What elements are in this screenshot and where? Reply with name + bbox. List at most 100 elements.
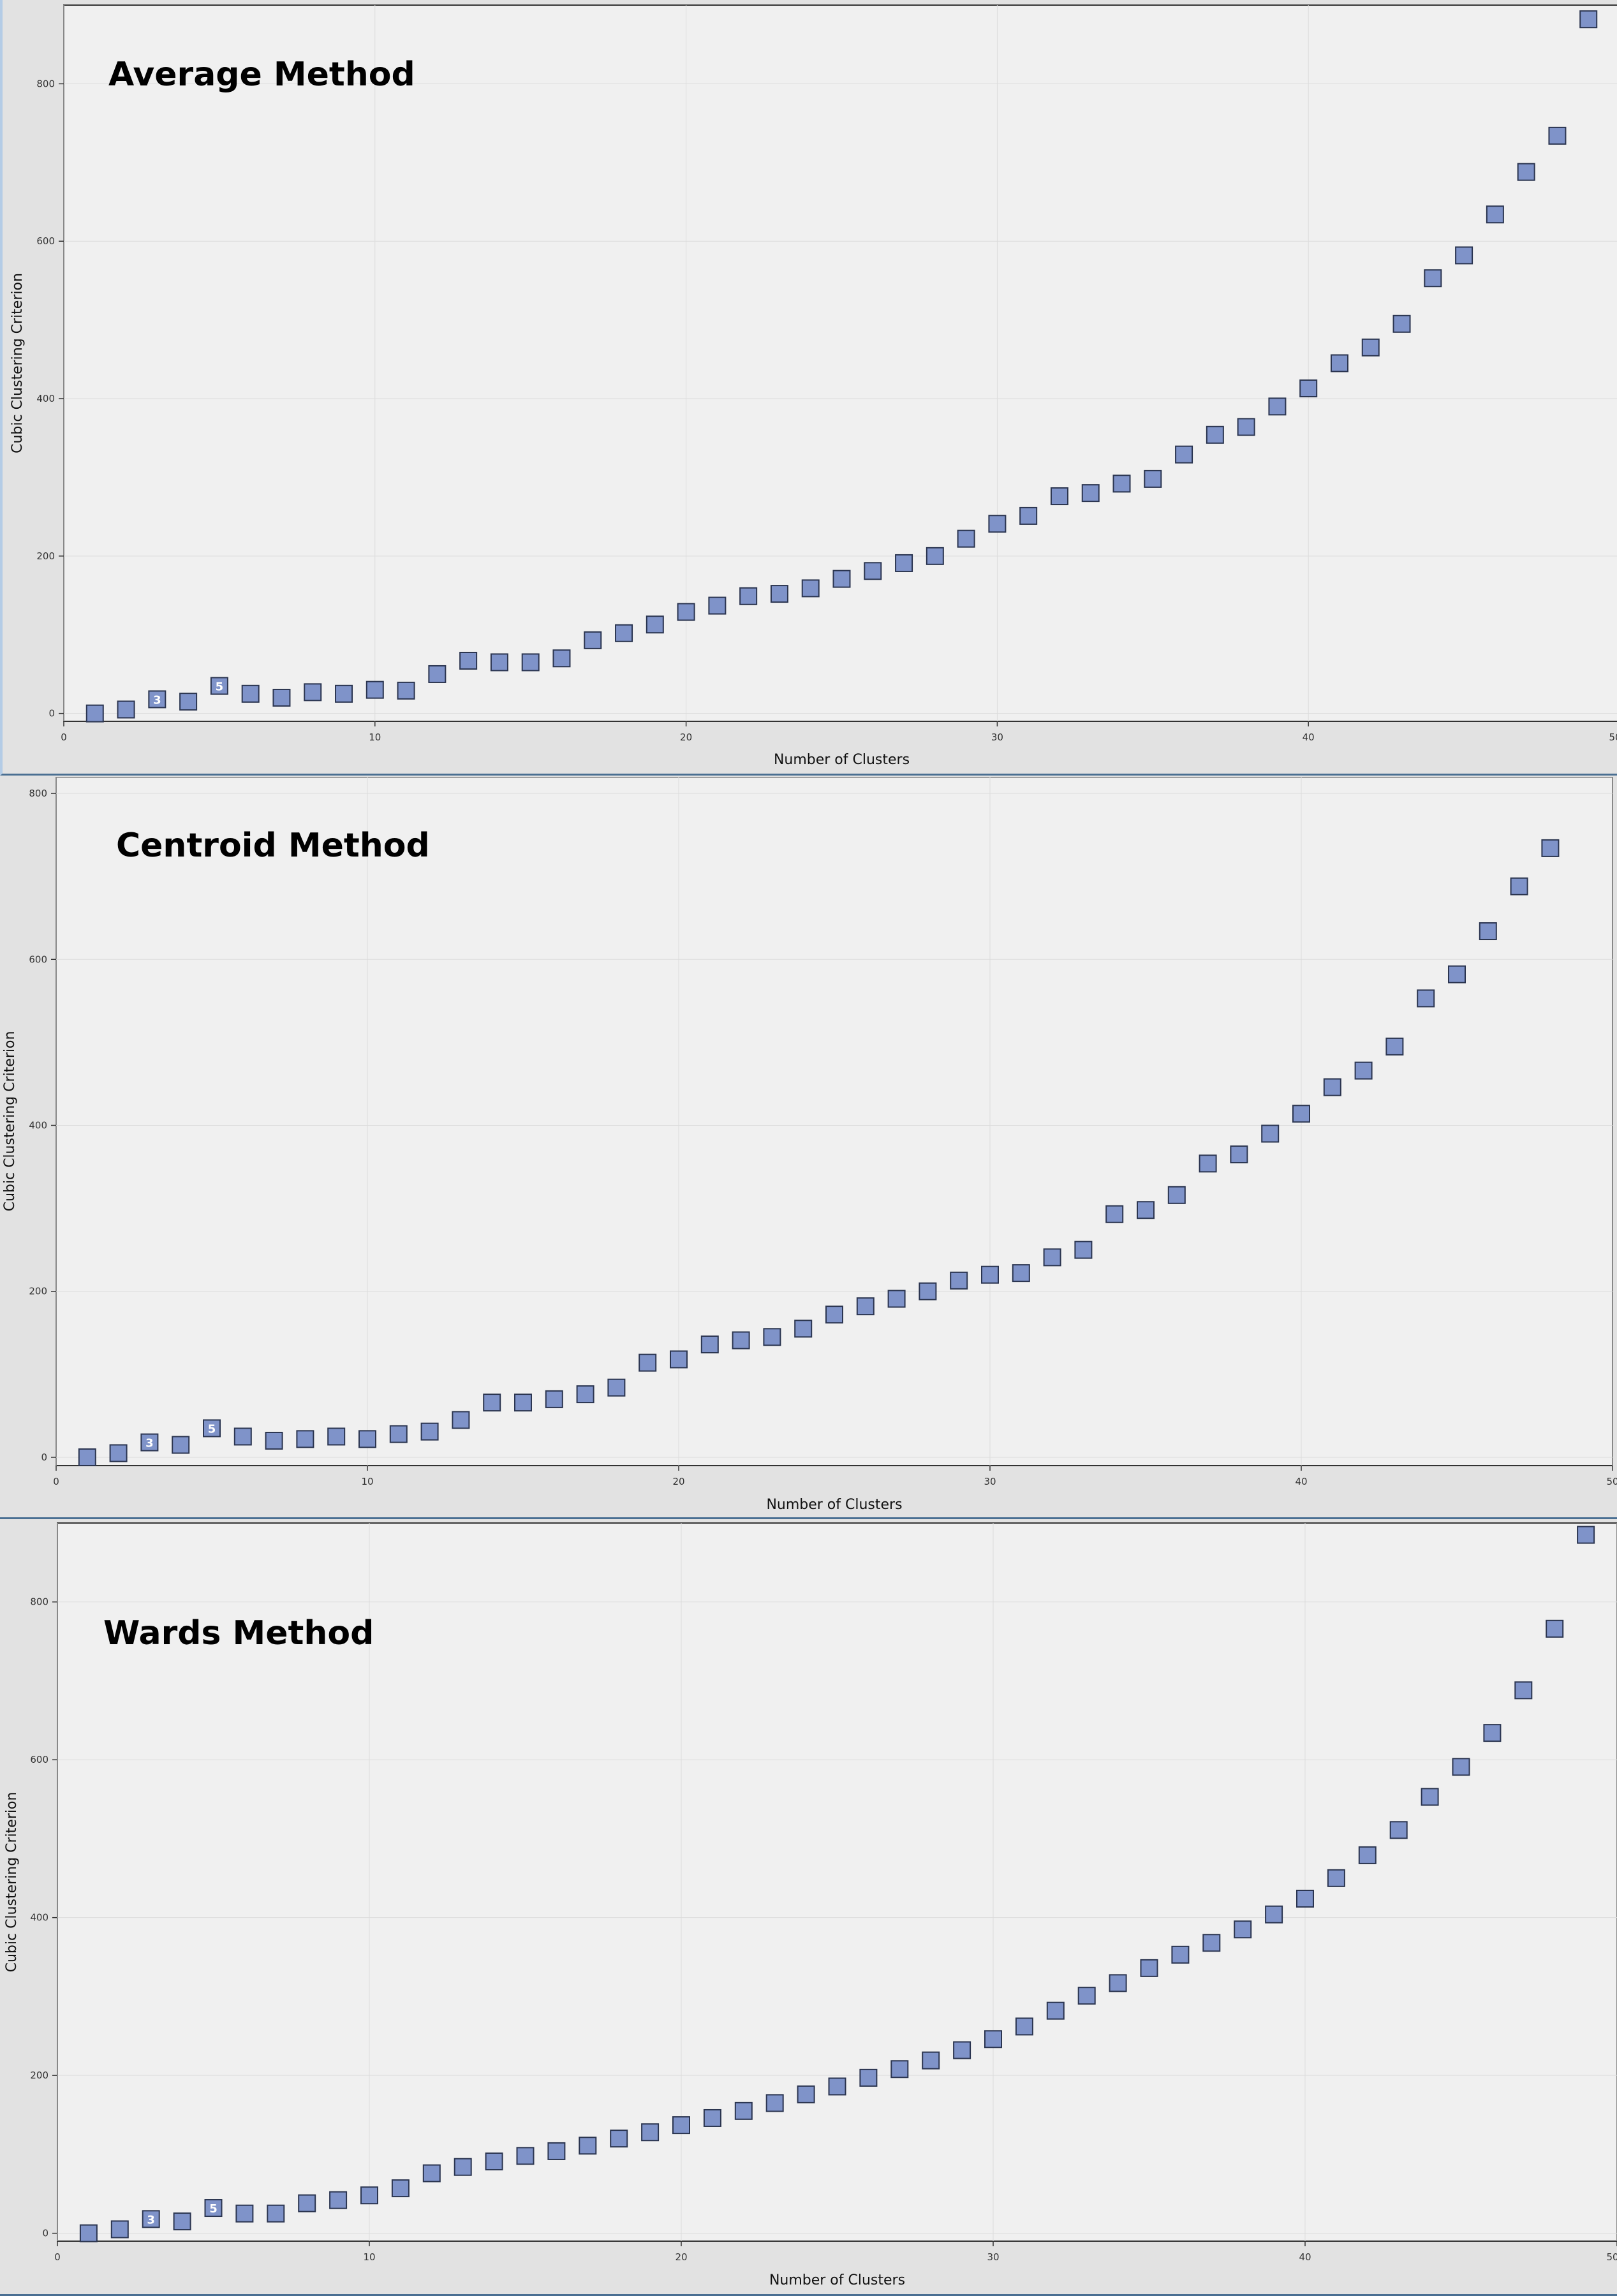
data-point (1579, 10, 1598, 29)
x-tick-label: 40 (1299, 2251, 1311, 2263)
data-point (576, 1385, 594, 1404)
data-point (79, 2224, 98, 2242)
x-tick-label: 10 (363, 2251, 375, 2263)
data-point (981, 1265, 999, 1284)
data-point (950, 1271, 968, 1290)
data-point (78, 1448, 96, 1466)
x-axis-label: Number of Clusters (769, 2272, 905, 2288)
data-point (1050, 487, 1068, 506)
data-point (1448, 965, 1466, 983)
data-point (1140, 1959, 1158, 1977)
data-point (516, 2147, 535, 2165)
data-point (490, 653, 508, 672)
y-tick-label: 0 (41, 1452, 47, 1463)
data-point (459, 651, 478, 670)
data-point (1081, 484, 1100, 503)
data-point (1361, 338, 1380, 357)
x-axis-label: Number of Clusters (766, 1497, 902, 1513)
data-point (1354, 1061, 1373, 1080)
data-point (794, 1320, 813, 1338)
x-tick-label: 0 (54, 2251, 61, 2263)
data-point (1292, 1105, 1310, 1123)
data-point (552, 649, 571, 668)
y-tick-label: 200 (29, 1286, 47, 1297)
data-point (1202, 1934, 1221, 1952)
plot-area (57, 1522, 1617, 2242)
x-tick-label: 10 (369, 732, 381, 743)
data-point (335, 684, 353, 703)
data-point (988, 515, 1007, 533)
y-tick-label: 0 (48, 708, 55, 719)
data-point (765, 2094, 784, 2112)
x-tick-label: 50 (1606, 1476, 1617, 1487)
data-point (953, 2041, 971, 2059)
data-point (825, 1306, 843, 1324)
data-point (763, 1328, 781, 1346)
data-point (422, 2164, 441, 2182)
data-point (1105, 1205, 1124, 1223)
y-tick-label: 800 (30, 1596, 48, 1608)
data-point (919, 1282, 937, 1300)
data-point (610, 2130, 628, 2148)
data-point (890, 2060, 909, 2079)
data-point (1541, 839, 1560, 857)
chart-title: Centroid Method (116, 827, 430, 865)
data-point (547, 2142, 566, 2160)
data-point (1455, 246, 1473, 265)
wards-method-chart: 0 10 20 30 40 50 0 200 400 600 800 Number of Cluste… (4, 1522, 1617, 2288)
data-point (1012, 1264, 1030, 1283)
data-point (1199, 1154, 1217, 1173)
data-point (732, 1331, 750, 1350)
data-point (1019, 506, 1038, 525)
data-point (203, 1419, 221, 1438)
data-point (454, 2158, 472, 2176)
data-point (1514, 1681, 1533, 1700)
y-tick-label: 400 (29, 1120, 47, 1131)
data-point (1510, 877, 1528, 895)
data-point (514, 1394, 532, 1412)
x-tick-label: 0 (61, 732, 67, 743)
data-point (267, 2204, 285, 2223)
data-point (1517, 163, 1535, 181)
y-tick-label: 800 (29, 788, 47, 799)
data-point (1389, 1821, 1408, 1839)
data-point (700, 1336, 719, 1354)
data-point (708, 596, 727, 615)
data-point (173, 2212, 191, 2231)
data-point (734, 2101, 753, 2120)
x-tick-label: 30 (987, 2251, 999, 2263)
data-point (1230, 1145, 1248, 1164)
y-tick-label: 200 (36, 550, 55, 562)
y-tick-label: 600 (29, 953, 47, 965)
data-point (298, 2194, 316, 2212)
data-point (521, 653, 540, 672)
data-point (922, 2051, 940, 2070)
data-point (1167, 1186, 1186, 1204)
data-point (607, 1378, 626, 1397)
data-point (296, 1430, 314, 1448)
data-point (1479, 922, 1497, 941)
data-point (428, 665, 447, 683)
data-point (1109, 1974, 1127, 1992)
data-point (365, 681, 384, 699)
data-point (1261, 1124, 1280, 1143)
data-point (329, 2191, 348, 2209)
data-point (304, 683, 322, 702)
x-tick-label: 20 (675, 2251, 687, 2263)
plot-area (55, 777, 1613, 1466)
data-point (739, 587, 758, 605)
y-axis-label: Cubic Clustering Criterion (10, 273, 26, 453)
data-point (1077, 1987, 1096, 2005)
chart-title: Wards Method (103, 1614, 374, 1652)
data-point (1112, 475, 1131, 493)
data-point-label: 3 (153, 693, 161, 707)
y-tick-label: 600 (36, 235, 55, 247)
data-point (828, 2077, 846, 2096)
data-point (327, 1427, 346, 1446)
data-point (483, 1394, 501, 1412)
data-point (140, 1433, 159, 1452)
data-point (1074, 1240, 1093, 1259)
data-point (142, 2210, 160, 2228)
data-point (452, 1411, 470, 1429)
data-point (117, 700, 135, 719)
